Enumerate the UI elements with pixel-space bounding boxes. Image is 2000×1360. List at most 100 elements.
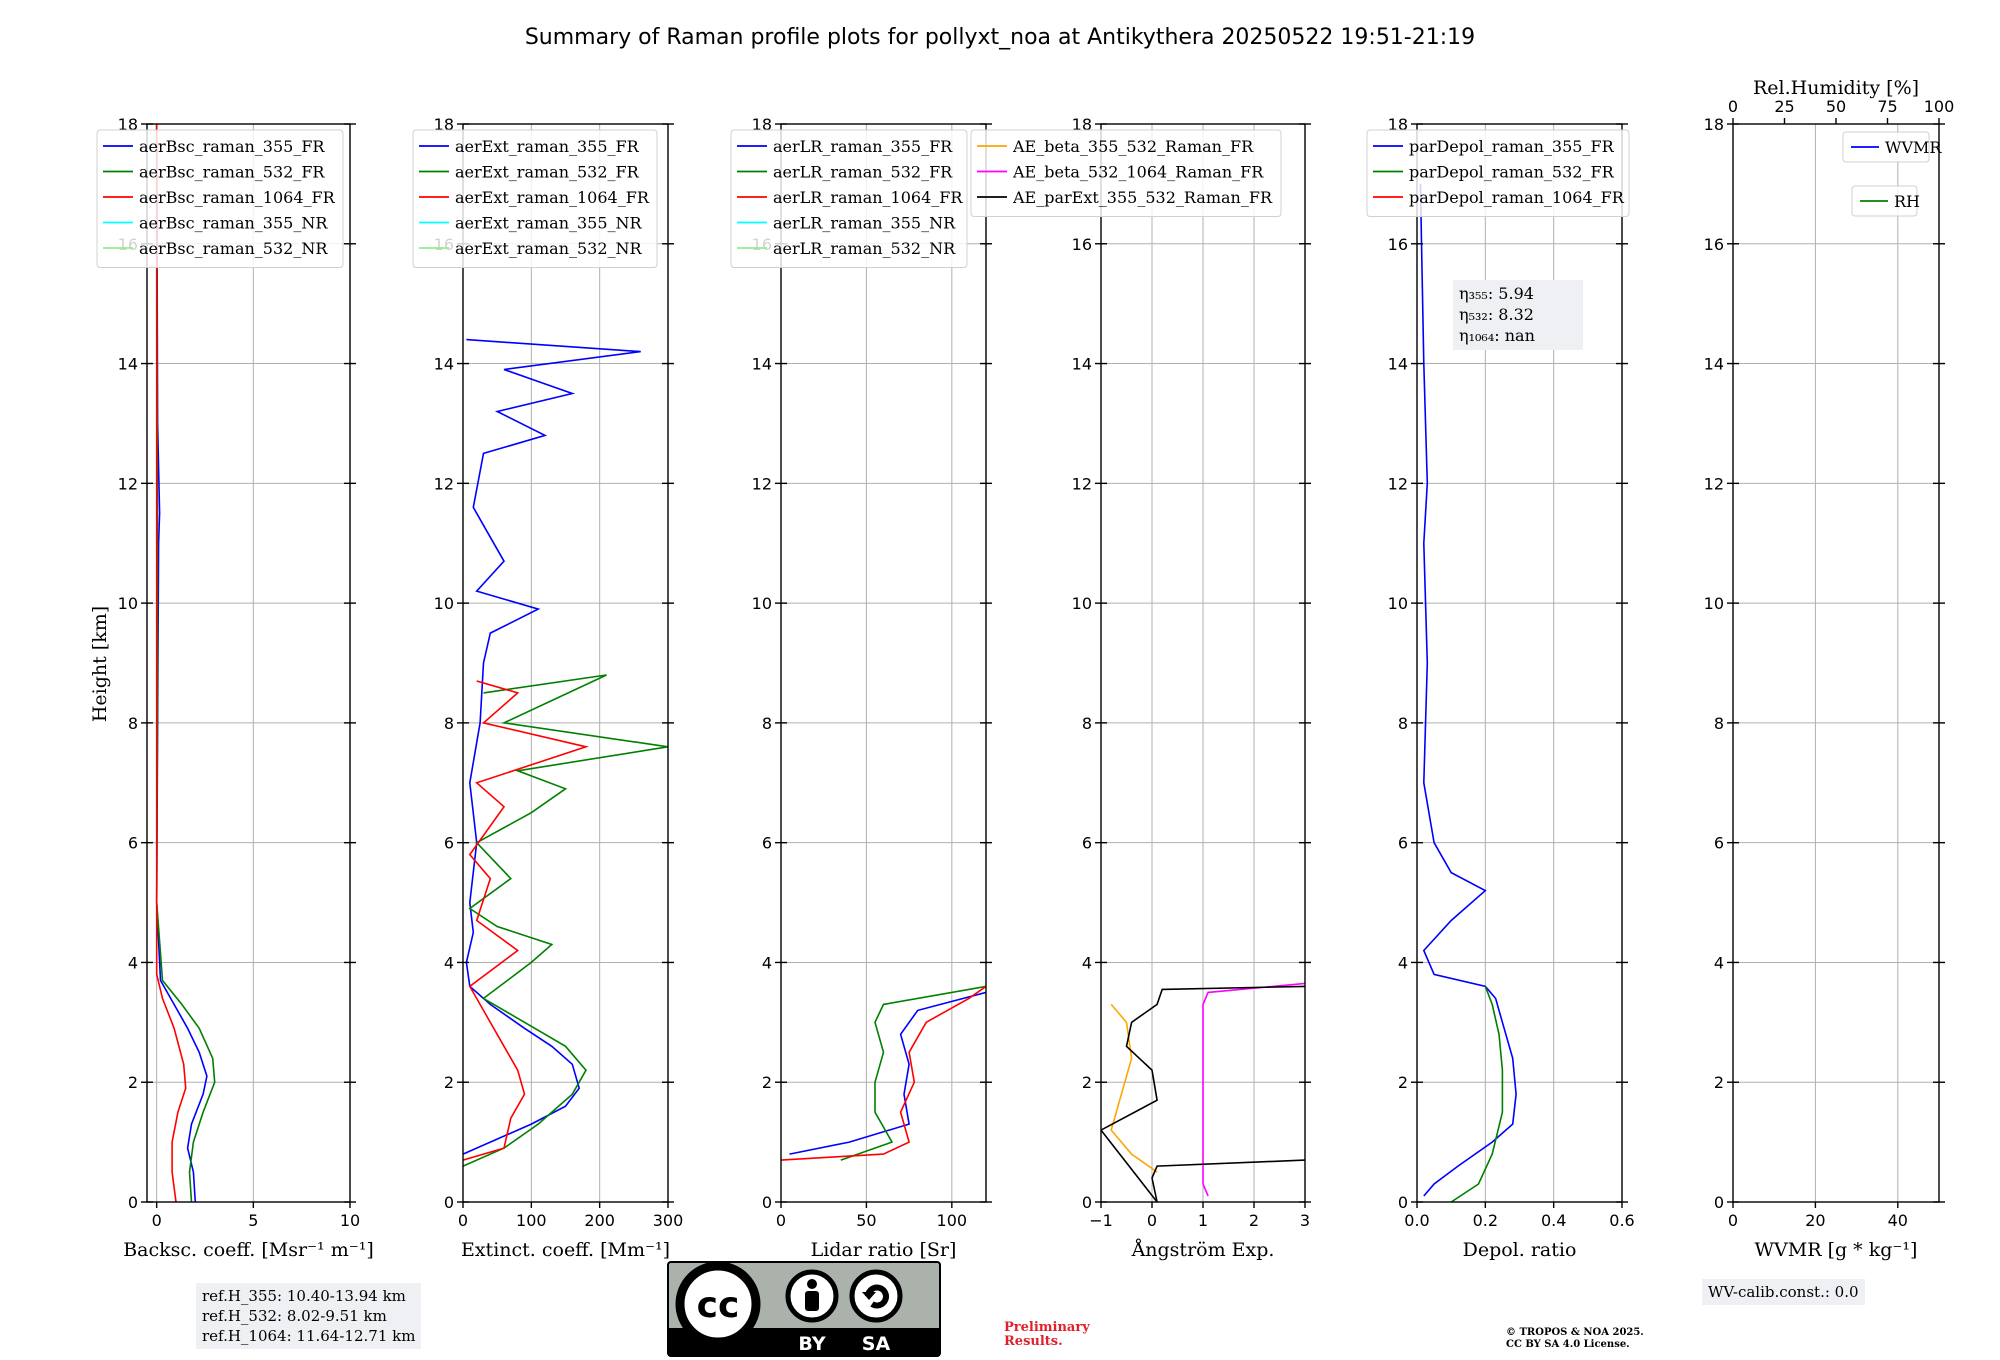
legend-label: aerExt_raman_355_FR — [455, 137, 640, 156]
x-tick-label: 1 — [1198, 1211, 1208, 1230]
y-tick-label: 6 — [1714, 834, 1724, 853]
x-axis-label: Ångström Exp. — [1131, 1239, 1275, 1261]
x-tick-label: 3 — [1300, 1211, 1310, 1230]
y-tick-label: 10 — [752, 594, 772, 613]
x-tick-label: 10 — [340, 1211, 360, 1230]
ref-height-355: ref.H_355: 10.40-13.94 km — [202, 1287, 406, 1305]
y-tick-label: 12 — [1072, 474, 1092, 493]
legend-label: aerExt_raman_532_NR — [455, 239, 643, 258]
top-x-tick-label: 50 — [1826, 97, 1846, 116]
x-tick-label: 5 — [248, 1211, 258, 1230]
y-tick-label: 0 — [128, 1193, 138, 1212]
x-tick-label: 300 — [653, 1211, 684, 1230]
annotation-text: η₁₀₆₄: nan — [1459, 326, 1535, 345]
y-tick-label: 4 — [444, 953, 454, 972]
panel-ext: 0246810121416180100200300Extinct. coeff.… — [412, 115, 684, 1261]
series-line-aerBsc_raman_355_FR — [155, 124, 208, 1202]
y-tick-label: 10 — [118, 594, 138, 613]
cc-license-badge[interactable]: cc BY SA — [667, 1261, 941, 1357]
x-axis-label: Depol. ratio — [1463, 1239, 1577, 1261]
sa-label: SA — [862, 1333, 891, 1355]
x-tick-label: 0 — [1147, 1211, 1157, 1230]
top-x-tick-label: 75 — [1877, 97, 1897, 116]
y-tick-label: 4 — [762, 953, 772, 972]
series-line-AE_beta_532_1064_Raman_FR — [1202, 982, 1305, 1197]
legend-label: aerBsc_raman_355_FR — [139, 137, 325, 156]
axes-frame — [462, 123, 669, 1203]
x-tick-label: 2 — [1249, 1211, 1259, 1230]
legend-label: AE_parExt_355_532_Raman_FR — [1012, 188, 1273, 207]
legend-label: WVMR — [1885, 138, 1942, 157]
y-tick-label: 14 — [118, 355, 138, 374]
x-tick-label: 0 — [776, 1211, 786, 1230]
series-line-AE_beta_355_532_Raman_FR — [1110, 1003, 1158, 1173]
legend-label: aerLR_raman_355_FR — [773, 137, 953, 156]
legend-label: parDepol_raman_532_FR — [1409, 163, 1615, 182]
x-axis-label: Extinct. coeff. [Mm⁻¹] — [461, 1239, 670, 1261]
wv-calib-box: WV-calib.const.: 0.0 — [1702, 1279, 1865, 1305]
legend-box — [970, 129, 1282, 217]
legend-label: aerLR_raman_532_FR — [773, 163, 953, 182]
x-tick-label: 40 — [1888, 1211, 1908, 1230]
y-tick-label: 0 — [1082, 1193, 1092, 1212]
x-tick-label: 0 — [458, 1211, 468, 1230]
y-tick-label: 12 — [434, 474, 454, 493]
y-tick-label: 2 — [1398, 1073, 1408, 1092]
y-tick-label: 16 — [1388, 235, 1408, 254]
series-group — [1419, 183, 1517, 1202]
y-tick-label: 8 — [1398, 714, 1408, 733]
preliminary-note: Preliminary Results. — [1004, 1320, 1090, 1349]
y-tick-label: 8 — [444, 714, 454, 733]
axes-frame — [780, 123, 987, 1203]
y-tick-label: 4 — [1398, 953, 1408, 972]
y-tick-label: 10 — [434, 594, 454, 613]
top-x-tick-label: 100 — [1924, 97, 1955, 116]
legend-label: aerBsc_raman_1064_FR — [139, 188, 336, 207]
axes-frame — [146, 123, 351, 1203]
x-tick-label: 0 — [1728, 1211, 1738, 1230]
x-tick-label: 100 — [937, 1211, 968, 1230]
y-tick-label: 18 — [1388, 115, 1408, 134]
series-line-aerLR_raman_532_FR — [840, 985, 986, 1161]
series-line-aerLR_raman_1064_FR — [781, 985, 986, 1161]
legend-label: aerExt_raman_532_FR — [455, 163, 640, 182]
y-tick-label: 8 — [1082, 714, 1092, 733]
x-tick-label: 0 — [152, 1211, 162, 1230]
y-tick-label: 18 — [752, 115, 772, 134]
sa-icon — [849, 1269, 903, 1323]
series-line-aerExt_raman_355_FR — [463, 338, 641, 1155]
y-tick-label: 2 — [762, 1073, 772, 1092]
legend-label: AE_beta_355_532_Raman_FR — [1012, 137, 1254, 156]
y-tick-label: 2 — [1082, 1073, 1092, 1092]
y-tick-label: 4 — [1082, 953, 1092, 972]
series-line-aerBsc_raman_1064_FR — [155, 124, 187, 1202]
series-line-aerExt_raman_532_FR — [463, 674, 668, 1167]
y-axis-label: Height [km] — [89, 606, 111, 722]
x-tick-label: −1 — [1089, 1211, 1113, 1230]
series-group — [781, 985, 986, 1161]
reference-heights-box: ref.H_355: 10.40-13.94 km ref.H_532: 8.0… — [196, 1283, 422, 1349]
y-tick-label: 14 — [1704, 355, 1724, 374]
y-tick-label: 6 — [1082, 834, 1092, 853]
annotation-box — [1453, 280, 1583, 350]
x-axis-label: Backsc. coeff. [Msr⁻¹ m⁻¹] — [123, 1239, 374, 1261]
legend-label: aerLR_raman_355_NR — [773, 214, 956, 233]
axes-frame — [1732, 123, 1940, 1203]
top-x-axis-label: Rel.Humidity [%] — [1753, 77, 1919, 99]
y-tick-label: 10 — [1704, 594, 1724, 613]
y-tick-label: 12 — [1704, 474, 1724, 493]
panel-bsc: 0246810121416180510Backsc. coeff. [Msr⁻¹… — [96, 115, 374, 1261]
panels: 0246810121416180510Backsc. coeff. [Msr⁻¹… — [96, 77, 1955, 1261]
series-group — [1101, 982, 1305, 1202]
annotation-text: η₃₅₅: 5.94 — [1459, 284, 1534, 303]
legend-box — [412, 129, 658, 268]
y-tick-label: 8 — [762, 714, 772, 733]
y-tick-label: 14 — [1388, 355, 1408, 374]
y-tick-label: 6 — [1398, 834, 1408, 853]
y-tick-label: 8 — [1714, 714, 1724, 733]
ref-height-532: ref.H_532: 8.02-9.51 km — [202, 1307, 387, 1325]
top-x-tick-label: 0 — [1728, 97, 1738, 116]
